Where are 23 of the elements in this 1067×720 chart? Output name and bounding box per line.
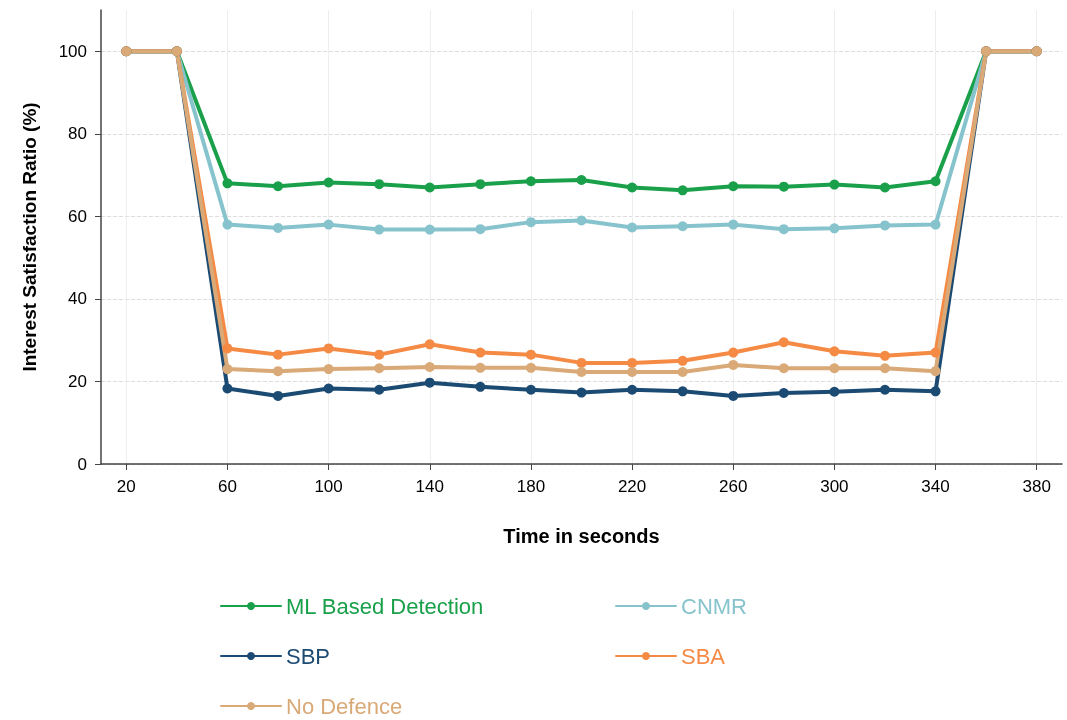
x-tick-label: 140 <box>415 477 444 496</box>
y-tick-label: 0 <box>77 454 87 474</box>
y-tick-label: 60 <box>68 206 87 226</box>
y-axis-title: Interest Satisfaction Ratio (%) <box>19 102 40 372</box>
x-tick-label: 260 <box>719 477 748 496</box>
legend-label: SBA <box>681 643 726 669</box>
x-tick-label: 60 <box>217 477 237 496</box>
x-tick-label: 180 <box>516 477 546 496</box>
y-tick-label: 40 <box>68 289 87 309</box>
x-tick-label: 340 <box>921 477 950 496</box>
y-tick-label: 80 <box>68 124 87 144</box>
x-tick-label: 20 <box>116 477 136 496</box>
x-axis-title: Time in seconds <box>503 525 660 547</box>
legend-label: CNMR <box>681 593 747 619</box>
y-tick-label: 20 <box>68 371 87 391</box>
legend-label: SBP <box>286 643 331 669</box>
y-tick-label: 100 <box>58 41 87 61</box>
x-tick-label: 220 <box>617 477 647 496</box>
legend-label: ML Based Detection <box>286 593 484 619</box>
x-tick-label: 100 <box>314 477 343 496</box>
x-tick-label: 300 <box>820 477 849 496</box>
legend-label: No Defence <box>286 693 403 719</box>
x-tick-label: 380 <box>1022 477 1051 496</box>
